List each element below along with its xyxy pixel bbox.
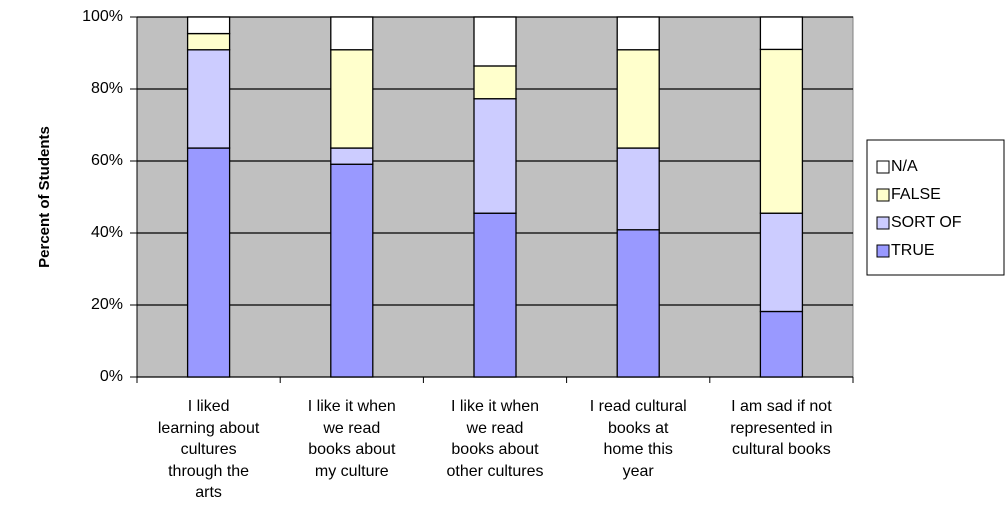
bar-segment: [616, 229, 660, 378]
y-tick-label: 0%: [100, 368, 123, 385]
bar-segment: [473, 98, 517, 214]
legend-swatch: [876, 244, 890, 258]
legend-swatch: [876, 160, 890, 174]
bar-segment: [330, 16, 374, 51]
x-tick-label: I read cultural books at home this year: [589, 398, 687, 480]
bar-segment: [186, 32, 231, 51]
y-tick-label: 100%: [82, 8, 123, 25]
bar-segment: [616, 147, 660, 231]
x-tick-label: I am sad if not represented in cultural …: [730, 398, 833, 458]
bar-segment: [330, 49, 374, 149]
bar-segment: [186, 16, 231, 35]
bar-segment: [186, 147, 231, 378]
legend-label: N/A: [891, 158, 918, 175]
x-tick-label: I liked learning about cultures through …: [157, 398, 260, 501]
x-tick-label: I like it when we read books about other…: [446, 398, 544, 480]
y-tick-label: 40%: [91, 224, 123, 241]
bar-segment: [330, 163, 374, 378]
bar-segment: [759, 310, 804, 378]
bar-segment: [759, 16, 804, 51]
bar-segment: [473, 16, 517, 67]
legend-box: [866, 139, 1005, 276]
bar-segment: [616, 16, 660, 51]
x-tick-label: I like it when we read books about my cu…: [307, 398, 396, 480]
bar-segment: [473, 65, 517, 100]
y-tick-label: 80%: [91, 80, 123, 97]
legend-label: TRUE: [891, 242, 935, 259]
bar-segment: [330, 147, 374, 165]
legend-swatch: [876, 216, 890, 230]
y-tick-label: 20%: [91, 296, 123, 313]
legend-label: FALSE: [891, 186, 941, 203]
bar-segment: [616, 49, 660, 149]
y-tick-label: 60%: [91, 152, 123, 169]
bar-segment: [473, 212, 517, 378]
y-axis-label: Percent of Students: [36, 126, 53, 268]
bar-segment: [186, 49, 231, 149]
bar-segment: [759, 48, 804, 214]
legend-swatch: [876, 188, 890, 202]
bar-segment: [759, 212, 804, 313]
legend-label: SORT OF: [891, 214, 962, 231]
